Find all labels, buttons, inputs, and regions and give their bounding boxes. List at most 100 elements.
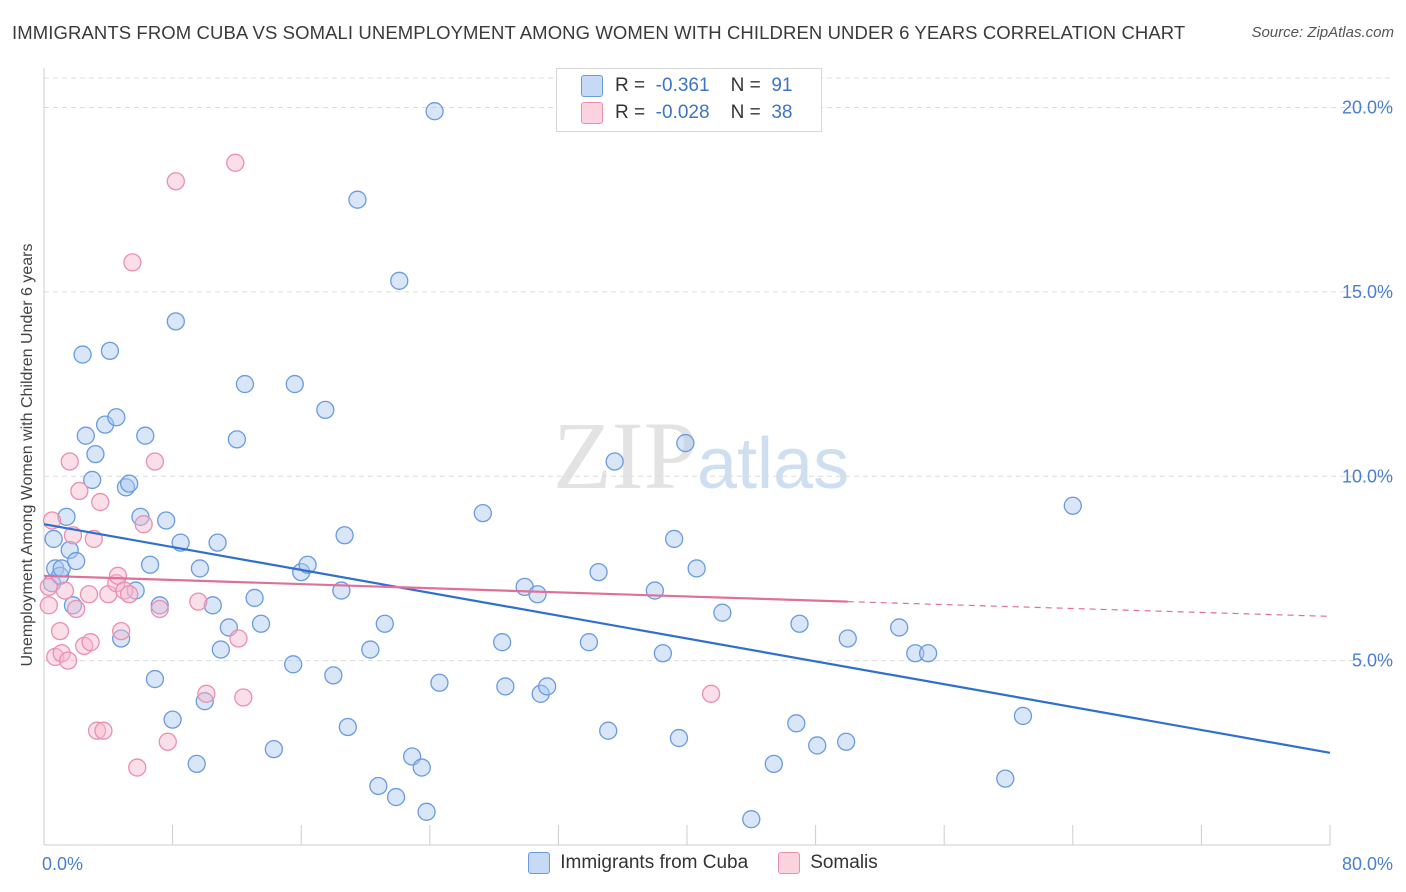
cuba-point — [417, 802, 436, 821]
cuba-point — [664, 529, 684, 549]
trend-layer — [43, 523, 1331, 754]
cuba-point — [531, 684, 550, 703]
legend-label-somali: Somalis — [810, 852, 878, 873]
legend-n-value: 38 — [771, 102, 793, 123]
cuba-point — [579, 633, 599, 652]
legend-r-label: R = — [615, 102, 646, 123]
cuba-point — [361, 640, 380, 659]
cuba-point — [790, 614, 809, 633]
cuba-point — [187, 754, 206, 774]
cuba-point — [140, 555, 160, 574]
cuba-point — [890, 618, 909, 637]
cuba-point — [742, 810, 761, 829]
cuba-point — [95, 415, 115, 434]
cuba-point — [496, 677, 515, 696]
somali-trend-line — [43, 574, 848, 603]
somali-point — [226, 153, 245, 172]
legend-r-value: -0.028 — [655, 102, 710, 123]
legend-swatch-somali — [581, 102, 603, 124]
somali-point — [701, 684, 721, 703]
cuba-point — [107, 408, 126, 427]
x-tick-label: 0.0% — [42, 854, 83, 874]
somali-point — [60, 452, 79, 471]
cuba-point — [86, 444, 105, 464]
somali-point — [39, 596, 58, 615]
somali-point — [134, 515, 153, 534]
cuba-point — [195, 692, 214, 711]
cuba-point — [473, 503, 492, 523]
legend-swatch-cuba — [581, 75, 603, 97]
cuba-point — [599, 721, 618, 740]
cuba-point — [120, 474, 139, 493]
cuba-point — [73, 345, 92, 364]
cuba-point — [60, 540, 79, 560]
grid-layer — [44, 77, 1394, 662]
cuba-point — [412, 758, 431, 777]
somali-point — [234, 688, 253, 707]
cuba-point — [83, 470, 102, 490]
cuba-point — [316, 400, 335, 420]
somali-point — [87, 721, 107, 740]
correlation-legend: R = -0.361 N = 91 R = -0.028 N = 38 — [556, 68, 822, 132]
cuba-point — [163, 710, 182, 729]
legend-item-somali: Somalis — [778, 852, 878, 874]
cuba-point — [676, 433, 695, 453]
somali-point — [91, 492, 110, 512]
cuba-trend-line — [43, 523, 1331, 754]
cuba-point — [166, 312, 185, 331]
cuba-point — [112, 629, 131, 648]
y-axis-label: Unemployment Among Women with Children U… — [19, 243, 36, 667]
x-tick-label: 80.0% — [1342, 854, 1393, 874]
cuba-point — [100, 341, 120, 361]
somali-point — [150, 599, 169, 619]
cuba-point — [208, 533, 227, 552]
somali-point — [52, 644, 71, 663]
somali-point — [94, 721, 113, 740]
cuba-point — [918, 644, 938, 663]
cuba-point — [136, 426, 155, 445]
cuba-point — [145, 669, 165, 689]
somali-point — [112, 621, 131, 641]
legend-n-label: N = — [730, 75, 761, 96]
cuba-point — [425, 102, 444, 121]
somali-point — [67, 599, 86, 619]
cuba-point — [838, 629, 857, 648]
series-layer — [39, 102, 1082, 829]
somali-point — [81, 633, 100, 652]
legend-label-cuba: Immigrants from Cuba — [560, 852, 749, 873]
cuba-point — [375, 614, 394, 633]
cuba-point — [906, 644, 925, 663]
cuba-point — [713, 603, 732, 622]
somali-point — [120, 585, 139, 604]
legend-swatch-somali — [778, 852, 801, 874]
cuba-point — [211, 640, 230, 659]
somali-point — [145, 452, 165, 471]
somali-point — [189, 592, 208, 611]
cuba-point — [67, 551, 86, 571]
somali-point — [158, 732, 177, 751]
cuba-point — [836, 732, 856, 751]
somali-point — [128, 758, 147, 777]
cuba-point — [386, 787, 406, 807]
cuba-point — [338, 717, 357, 737]
somali-point — [79, 585, 99, 604]
y-tick-label: 5.0% — [1352, 651, 1393, 671]
tick-label-layer: 5.0% 10.0% 15.0% 20.0% 0.0% 80.0% — [42, 98, 1393, 875]
watermark: ZIPatlas — [553, 400, 849, 511]
cuba-point — [235, 374, 255, 394]
series-legend: Immigrants from Cuba Somalis — [0, 852, 1406, 874]
cuba-point — [285, 374, 304, 394]
axis-layer — [43, 68, 1331, 846]
cuba-point — [492, 633, 512, 652]
legend-n-label: N = — [730, 102, 761, 123]
somali-point — [123, 253, 142, 272]
cuba-point — [764, 754, 783, 774]
watermark-atlas: atlas — [697, 424, 850, 504]
somali-point — [58, 651, 78, 670]
y-tick-label: 20.0% — [1342, 98, 1393, 118]
y-tick-label: 10.0% — [1342, 466, 1393, 486]
somali-trend-extension — [847, 601, 1331, 617]
cuba-point — [76, 426, 95, 445]
cuba-point — [335, 526, 354, 545]
cuba-point — [669, 728, 689, 748]
